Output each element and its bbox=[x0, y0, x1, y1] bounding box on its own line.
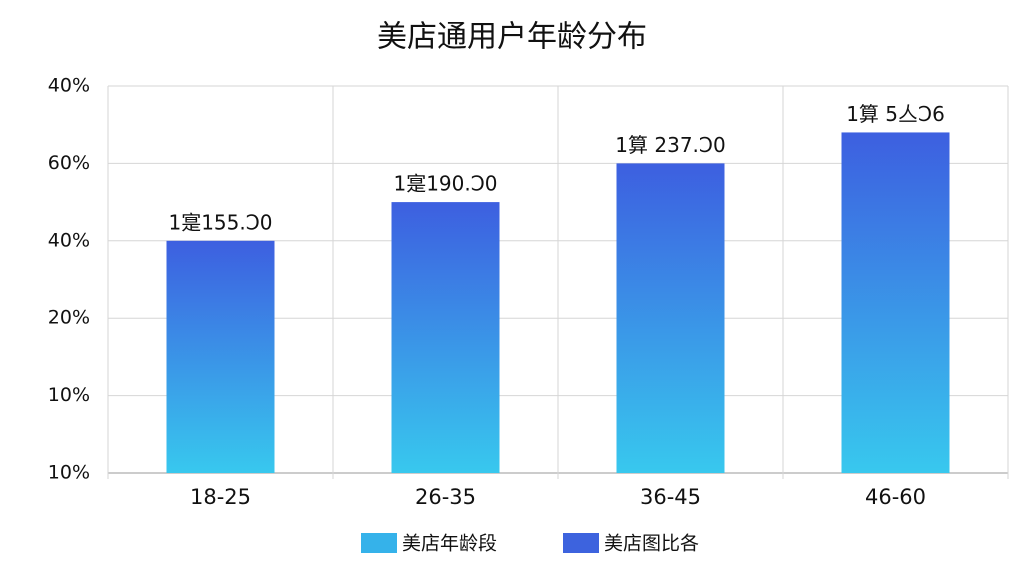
y-tick-label: 10% bbox=[48, 462, 90, 484]
legend-swatch bbox=[563, 533, 599, 553]
y-tick-label: 20% bbox=[48, 307, 90, 329]
legend-label: 美店图比各 bbox=[604, 533, 699, 555]
legend-label: 美店年龄段 bbox=[402, 533, 497, 555]
x-tick-label: 36-45 bbox=[640, 485, 701, 509]
bar bbox=[841, 132, 950, 473]
data-label: 1算 5亼Ɔ6 bbox=[846, 102, 945, 126]
y-tick-label: 10% bbox=[48, 384, 90, 406]
data-label: 1寔190.Ɔ0 bbox=[393, 172, 497, 196]
x-tick-label: 46-60 bbox=[865, 485, 926, 509]
x-tick-label: 18-25 bbox=[190, 485, 251, 509]
y-tick-label: 40% bbox=[48, 75, 90, 97]
chart-title: 美店通用户年龄分布 bbox=[377, 20, 647, 55]
data-label: 1寔155.Ɔ0 bbox=[168, 210, 272, 234]
y-tick-label: 40% bbox=[48, 229, 90, 251]
y-tick-label: 60% bbox=[48, 152, 90, 174]
bar bbox=[166, 240, 275, 473]
legend-swatch bbox=[361, 533, 397, 553]
bar bbox=[616, 163, 725, 473]
data-label: 1算 237.Ɔ0 bbox=[615, 133, 725, 157]
bar bbox=[391, 202, 500, 473]
x-tick-label: 26-35 bbox=[415, 485, 476, 509]
